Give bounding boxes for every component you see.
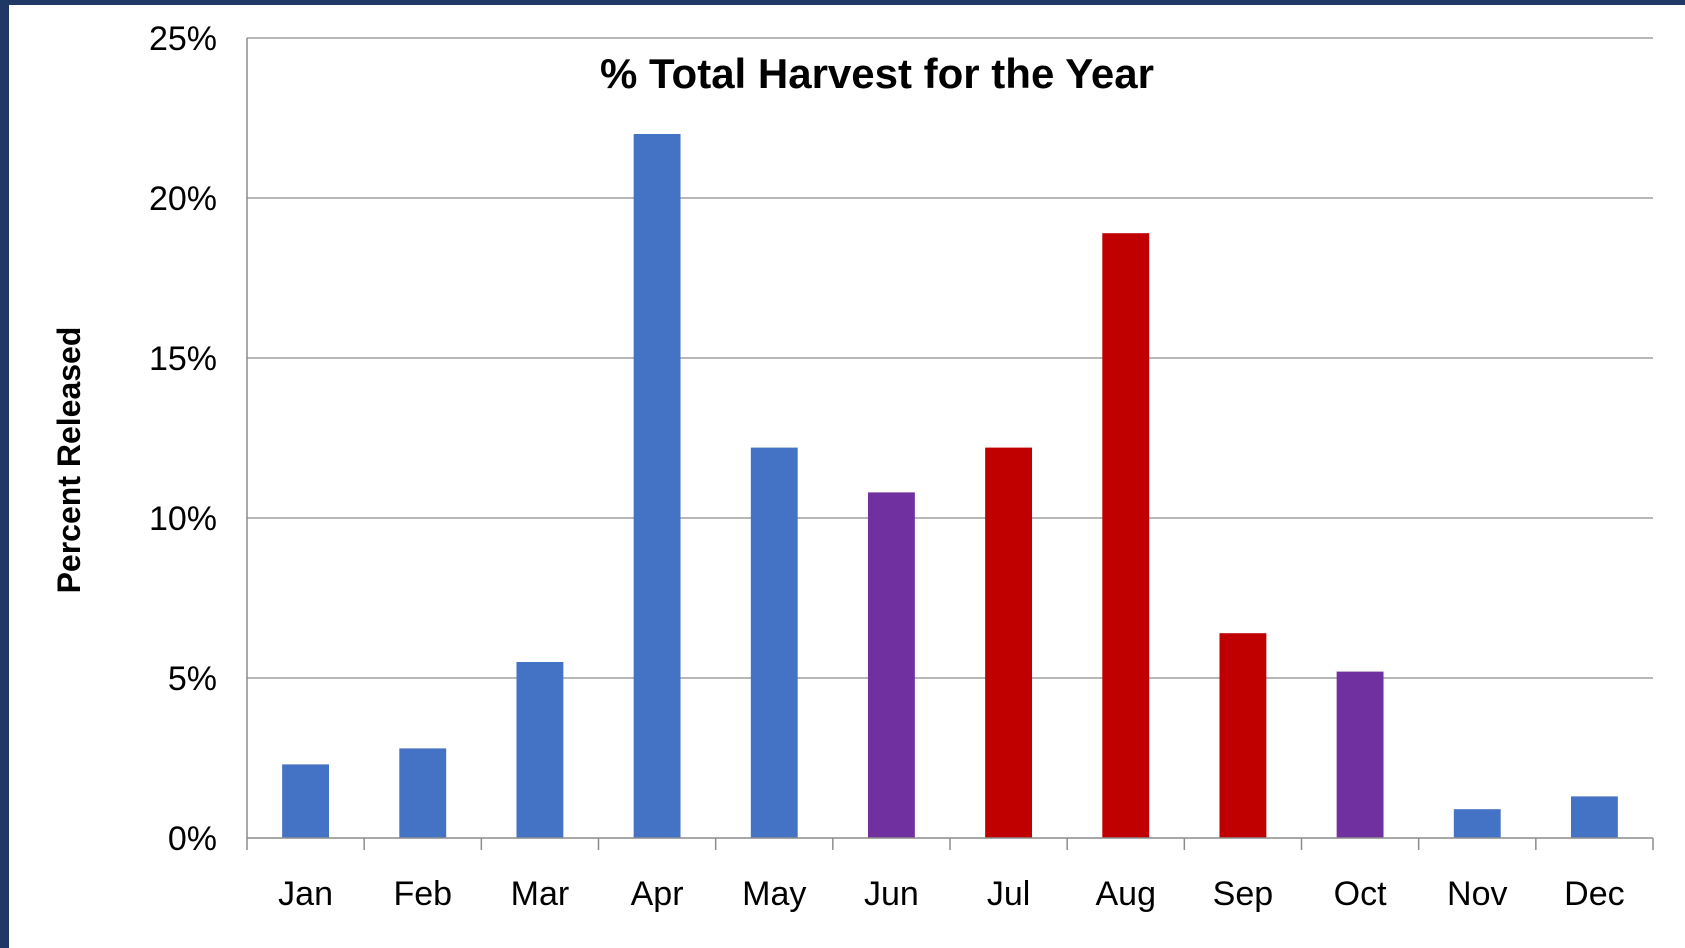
x-tick-label: Aug [1096, 875, 1157, 913]
chart-title: % Total Harvest for the Year [600, 50, 1154, 97]
y-tick-label: 5% [168, 660, 217, 698]
bar-aug [1102, 233, 1150, 838]
bar-jun [867, 492, 915, 838]
y-tick-label: 15% [149, 340, 217, 378]
x-tick-label: Mar [511, 875, 570, 913]
x-tick-label: Dec [1564, 875, 1624, 913]
x-tick-label: Jul [987, 875, 1030, 913]
gridlines [247, 37, 1653, 679]
y-tick-label: 10% [149, 500, 217, 538]
x-tick-label: Sep [1213, 875, 1274, 913]
bar-chart: 0% 5% 10% 15% 20% 25% Jan Feb Mar Apr May Jun Jul Aug… [51, 20, 1654, 913]
tick-labels: 0% 5% 10% 15% 20% 25% Jan Feb Mar Apr May Jun Jul Aug… [149, 20, 1625, 913]
bar-feb [399, 748, 447, 838]
chart-frame: 0% 5% 10% 15% 20% 25% Jan Feb Mar Apr May Jun Jul Aug… [9, 5, 1685, 948]
bars [282, 134, 1618, 838]
bar-nov [1453, 809, 1501, 838]
x-tick-label: Nov [1447, 875, 1507, 913]
bar-mar [516, 662, 564, 838]
x-tick-label: Jan [278, 875, 333, 913]
x-tick-label: Oct [1334, 875, 1387, 913]
y-tick-label: 20% [149, 180, 217, 218]
bar-oct [1336, 671, 1384, 838]
x-tick-label: Feb [393, 875, 452, 913]
x-tick-label: May [742, 875, 806, 913]
bar-jul [985, 447, 1033, 838]
x-tick-label: Apr [631, 875, 684, 913]
bar-apr [633, 134, 681, 838]
axes [246, 38, 1654, 850]
bar-jan [282, 764, 330, 838]
y-tick-label: 0% [168, 820, 217, 858]
bar-dec [1570, 796, 1618, 838]
bar-may [750, 447, 798, 838]
x-tick-label: Jun [864, 875, 919, 913]
bar-sep [1219, 633, 1267, 838]
y-axis-title: Percent Released [51, 327, 87, 594]
y-tick-label: 25% [149, 20, 217, 58]
